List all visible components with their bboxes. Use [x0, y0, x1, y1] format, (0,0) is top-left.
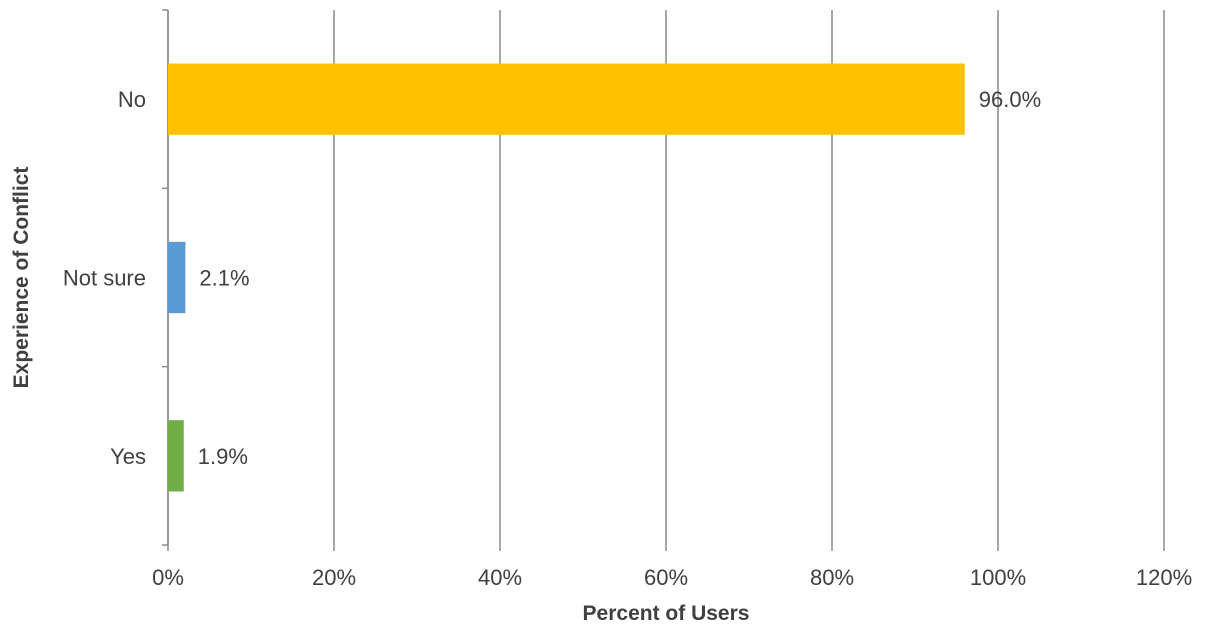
bar-no: [168, 63, 965, 135]
category-label: Not sure: [63, 266, 146, 291]
category-label: No: [118, 87, 146, 112]
x-tick-label: 60%: [644, 565, 688, 590]
x-tick-label: 40%: [478, 565, 522, 590]
x-tick-label: 100%: [970, 565, 1026, 590]
data-label: 96.0%: [979, 87, 1041, 112]
x-tick-label: 20%: [312, 565, 356, 590]
category-labels: No Not sure Yes: [63, 87, 146, 469]
category-label: Yes: [110, 444, 146, 469]
x-axis-title: Percent of Users: [583, 602, 750, 625]
x-tick-label: 80%: [810, 565, 854, 590]
y-axis-title: Experience of Conflict: [10, 167, 33, 389]
x-tick-label: 0%: [152, 565, 184, 590]
x-tick-labels: 0% 20% 40% 60% 80% 100% 120%: [152, 565, 1192, 590]
bars: [168, 63, 965, 492]
data-label: 1.9%: [198, 444, 248, 469]
data-labels: 96.0% 2.1% 1.9%: [198, 87, 1041, 469]
x-tick-label: 120%: [1136, 565, 1192, 590]
bar-not-sure: [168, 241, 186, 314]
data-label: 2.1%: [199, 266, 249, 291]
bar-yes: [168, 420, 184, 492]
